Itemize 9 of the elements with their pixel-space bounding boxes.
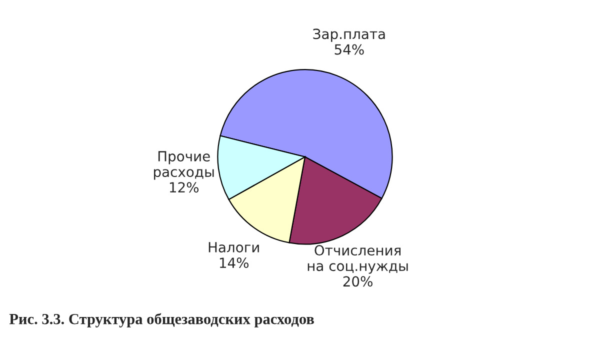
data-label: 20%: [343, 276, 372, 287]
text: Рис. 3.3. Структура общезаводских расходов: [9, 313, 314, 328]
data-label: 12%: [170, 182, 199, 193]
slice-label: Прочие расходы: [154, 151, 214, 180]
slice-label: Зар.плата: [313, 28, 385, 42]
slice-label: Отчисления на соц.нужды: [308, 245, 408, 274]
data-label: 14%: [220, 258, 249, 268]
slice-label: Налоги: [208, 242, 259, 252]
data-label: 54%: [334, 44, 364, 55]
